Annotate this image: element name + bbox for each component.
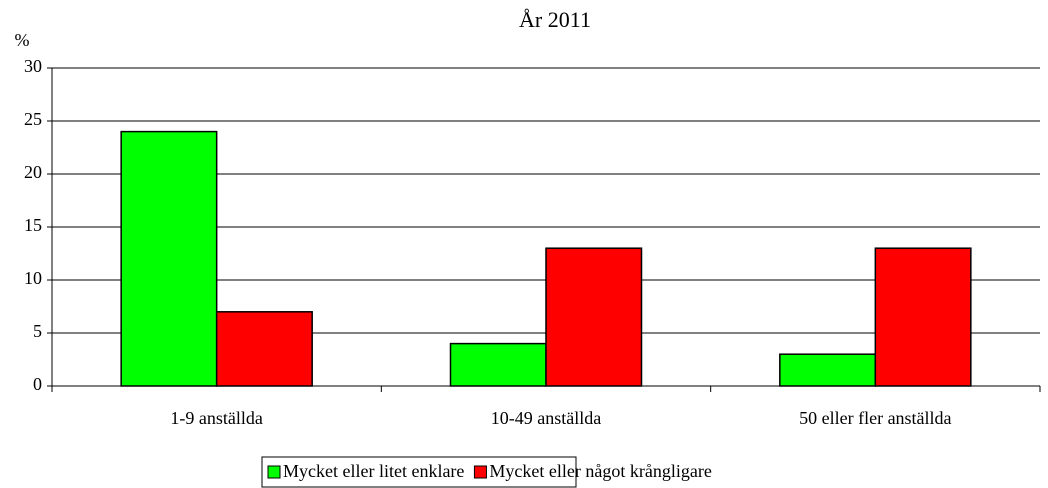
legend-swatch — [267, 465, 281, 479]
bar — [779, 353, 877, 387]
legend-label: Mycket eller något krångligare — [489, 461, 711, 481]
y-tick-label: 15 — [24, 215, 42, 235]
bar — [449, 342, 547, 387]
x-tick-label: 10-49 anställda — [491, 408, 601, 428]
y-tick-label: 25 — [24, 109, 42, 129]
y-tick-label: 5 — [33, 321, 42, 341]
bar — [545, 247, 643, 387]
y-tick-label: 20 — [24, 162, 42, 182]
bar — [120, 130, 218, 387]
legend-label: Mycket eller litet enklare — [283, 461, 464, 481]
bar — [215, 311, 313, 387]
y-tick-label: 0 — [33, 374, 42, 394]
bar — [874, 247, 972, 387]
legend-box — [261, 456, 577, 488]
y-tick-label: 30 — [24, 56, 42, 76]
legend-swatch — [473, 465, 487, 479]
chart-subtitle: År 2011 — [519, 7, 591, 32]
x-tick-label: 1-9 anställda — [170, 408, 262, 428]
y-axis-label: % — [15, 30, 30, 50]
y-tick-label: 10 — [24, 268, 42, 288]
x-tick-label: 50 eller fler anställda — [799, 408, 951, 428]
